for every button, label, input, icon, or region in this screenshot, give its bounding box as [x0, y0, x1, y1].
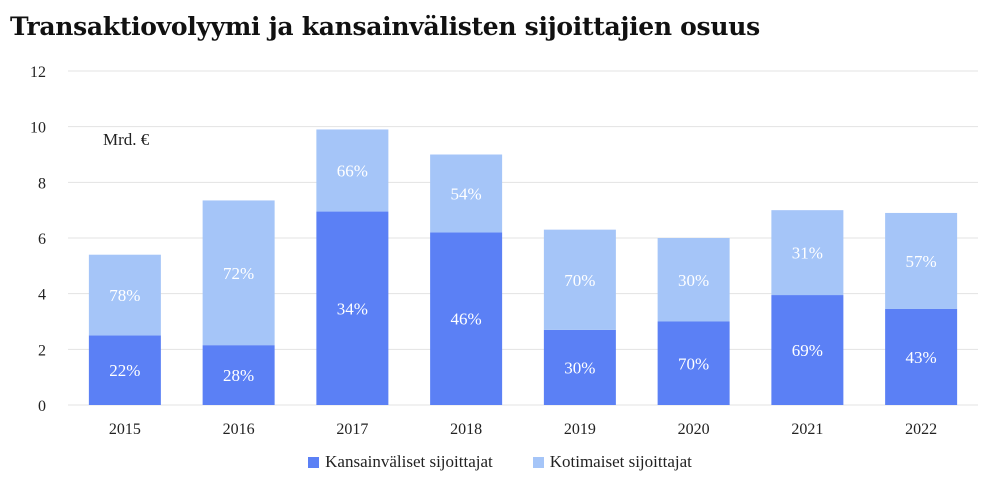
legend-item-international: Kansainväliset sijoittajat [308, 452, 493, 472]
x-tick-label: 2021 [791, 421, 823, 438]
bar-international [543, 329, 616, 405]
data-label-international: 34% [337, 299, 368, 318]
data-label-domestic: 72% [223, 264, 254, 283]
unit-label: Mrd. € [103, 130, 150, 149]
data-label-domestic: 78% [109, 286, 140, 305]
y-tick-label: 0 [38, 398, 46, 415]
legend-label-domestic: Kotimaiset sijoittajat [549, 452, 692, 471]
bar-domestic [88, 254, 161, 336]
bar-international [430, 232, 503, 405]
legend-swatch-international [308, 456, 320, 468]
bar-international [771, 295, 844, 405]
bar-international [885, 308, 958, 405]
data-label-international: 43% [906, 348, 937, 367]
bar-international [657, 321, 730, 405]
data-label-domestic: 31% [792, 244, 823, 263]
data-label-international: 70% [678, 354, 709, 373]
legend: Kansainväliset sijoittajat Kotimaiset si… [0, 452, 1000, 472]
data-label-domestic: 30% [678, 271, 709, 290]
x-tick-label: 2019 [564, 421, 596, 438]
data-label-international: 30% [564, 358, 595, 377]
data-label-domestic: 57% [906, 252, 937, 271]
x-tick-label: 2016 [223, 421, 255, 438]
bar-international [316, 211, 389, 405]
x-tick-label: 2017 [336, 421, 368, 438]
data-label-international: 28% [223, 366, 254, 385]
bar-international [202, 345, 275, 405]
data-label-domestic: 70% [564, 271, 595, 290]
legend-item-domestic: Kotimaiset sijoittajat [532, 452, 692, 472]
data-label-international: 22% [109, 361, 140, 380]
bar-international [88, 335, 161, 405]
bar-domestic [657, 238, 730, 322]
legend-label-international: Kansainväliset sijoittajat [325, 452, 493, 471]
bar-domestic [316, 129, 389, 212]
x-tick-label: 2015 [109, 421, 141, 438]
bar-domestic [202, 200, 275, 346]
bar-domestic [543, 229, 616, 330]
bar-domestic [771, 210, 844, 296]
data-label-international: 69% [792, 341, 823, 360]
x-tick-label: 2022 [905, 421, 937, 438]
bar-domestic [885, 212, 958, 309]
y-tick-label: 4 [38, 287, 46, 304]
y-tick-label: 8 [38, 175, 46, 192]
y-tick-label: 10 [30, 120, 46, 137]
y-tick-label: 12 [30, 64, 46, 81]
x-tick-label: 2020 [678, 421, 710, 438]
data-label-domestic: 54% [451, 184, 482, 203]
x-tick-label: 2018 [450, 421, 482, 438]
bar-domestic [430, 154, 503, 233]
legend-swatch-domestic [532, 456, 544, 468]
y-tick-label: 2 [38, 342, 46, 359]
y-tick-label: 6 [38, 231, 46, 248]
data-label-international: 46% [451, 310, 482, 329]
data-label-domestic: 66% [337, 162, 368, 181]
chart-title: Transaktiovolyymi ja kansainvälisten sij… [10, 12, 760, 41]
